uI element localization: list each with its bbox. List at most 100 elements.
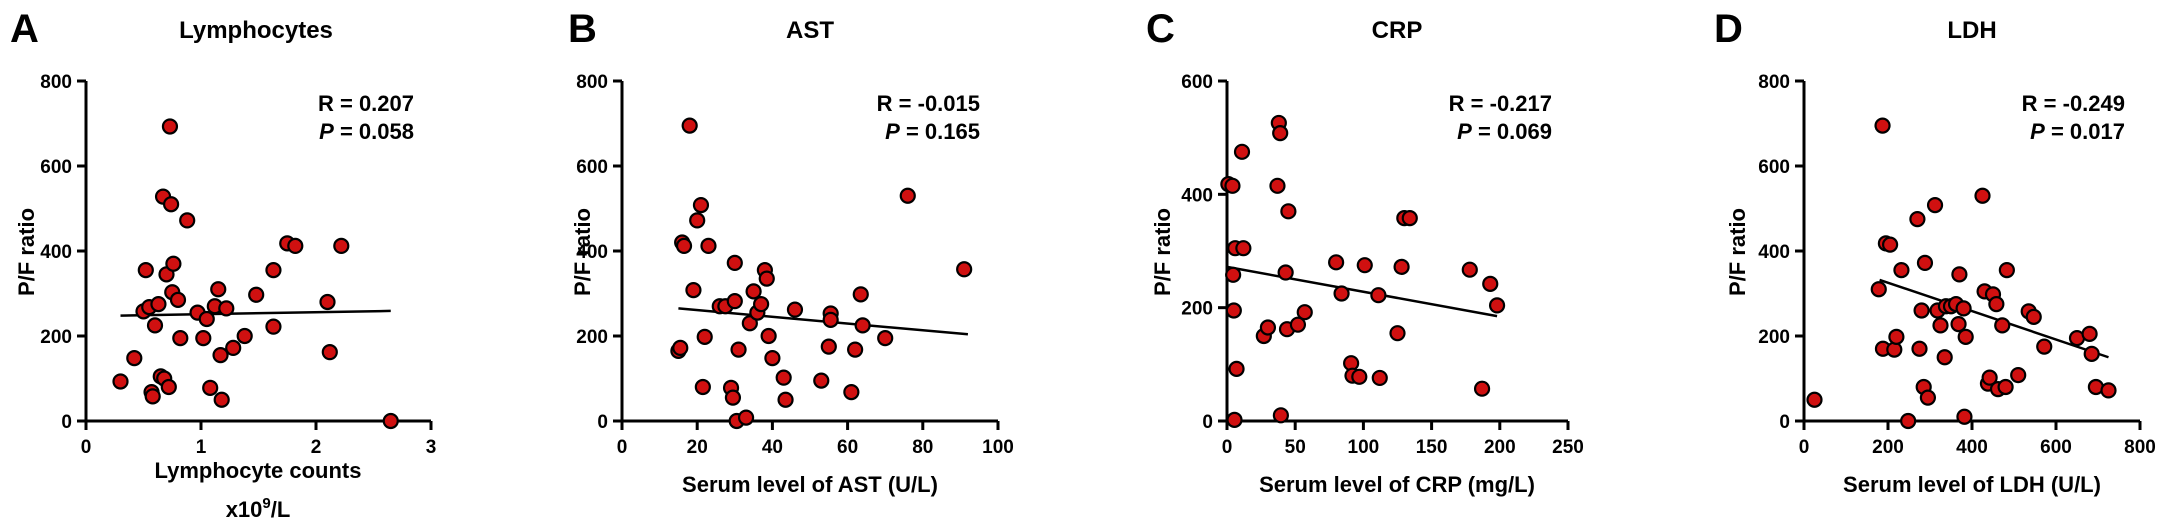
- data-point: [321, 344, 338, 361]
- data-point: [775, 369, 792, 386]
- data-point: [1926, 197, 1944, 214]
- data-point: [672, 339, 689, 356]
- data-point: [675, 237, 693, 254]
- data-point: [2081, 325, 2098, 342]
- y-tick-label: 0: [61, 412, 72, 433]
- data-point: [265, 318, 282, 335]
- data-point: [1919, 389, 1937, 406]
- x-tick-label: 2: [311, 437, 322, 458]
- data-point: [2083, 345, 2100, 362]
- data-point: [2025, 308, 2042, 325]
- y-tick-label: 0: [597, 412, 608, 433]
- r-value: R = -0.015: [877, 91, 980, 116]
- data-point: [265, 262, 282, 279]
- data-point: [112, 373, 129, 390]
- data-point: [1225, 302, 1242, 319]
- data-point: [1957, 328, 1974, 345]
- data-point: [2036, 338, 2053, 355]
- x-tick-label: 40: [762, 437, 783, 458]
- x-tick-label: 0: [617, 437, 628, 458]
- data-point: [685, 282, 702, 299]
- data-point: [1888, 328, 1905, 345]
- panel-title: CRP: [1372, 17, 1423, 44]
- x-tick-label: 400: [1956, 437, 1988, 458]
- data-point: [741, 315, 758, 332]
- x-tick-label: 0: [81, 437, 92, 458]
- y-tick-label: 400: [576, 242, 608, 263]
- data-point: [1951, 266, 1968, 283]
- panel-c: C CRP 0 200 400 600 0 50 100 150 200 250 P/F ratio Se…: [1146, 7, 1584, 497]
- x-tick-label: 100: [1348, 437, 1380, 458]
- y-axis-label: P/F ratio: [1150, 208, 1175, 296]
- y-tick-label: 800: [1758, 72, 1790, 93]
- y-axis-label: P/F ratio: [14, 208, 39, 296]
- data-point: [877, 330, 894, 347]
- data-point: [813, 372, 830, 389]
- data-point: [899, 187, 916, 204]
- data-point: [724, 389, 742, 406]
- p-value: P = 0.017: [2030, 119, 2125, 144]
- y-tick-label: 800: [576, 72, 608, 93]
- data-point: [854, 317, 871, 334]
- data-point: [1333, 285, 1350, 302]
- x-tick-label: 250: [1552, 437, 1584, 458]
- data-point: [225, 339, 242, 356]
- x-tick-label: 60: [837, 437, 858, 458]
- data-point: [160, 378, 177, 396]
- x-tick-label: 150: [1416, 437, 1448, 458]
- p-value: P = 0.058: [319, 119, 414, 144]
- data-point: [777, 391, 794, 408]
- data-point: [764, 350, 781, 367]
- data-point: [169, 291, 187, 308]
- regression-line: [1226, 265, 1498, 318]
- y-tick-label: 400: [1181, 185, 1213, 206]
- panel-letter: C: [1146, 7, 1175, 51]
- data-point: [1870, 281, 1887, 298]
- data-point: [2100, 382, 2117, 399]
- data-point: [692, 197, 710, 214]
- y-tick-label: 200: [1758, 327, 1790, 348]
- x-tick-label: 50: [1285, 437, 1306, 458]
- data-point: [726, 293, 743, 310]
- y-axis-label: P/F ratio: [570, 208, 595, 296]
- data-point: [179, 212, 196, 229]
- y-tick-label: 200: [1181, 299, 1213, 320]
- data-point: [1974, 187, 1991, 204]
- data-point: [1916, 254, 1934, 271]
- data-point: [1874, 117, 1891, 134]
- data-point: [843, 384, 860, 401]
- x-tick-label: 200: [1872, 437, 1904, 458]
- data-point: [1488, 297, 1506, 314]
- data-point: [1393, 258, 1410, 275]
- data-point: [1806, 391, 1823, 408]
- data-point: [144, 388, 161, 405]
- y-tick-label: 600: [1758, 157, 1790, 178]
- data-point: [847, 341, 864, 358]
- x-tick-label: 0: [1222, 437, 1233, 458]
- data-point: [726, 254, 743, 271]
- r-value: R = -0.217: [1449, 91, 1552, 116]
- data-point: [1272, 125, 1289, 142]
- data-point: [1225, 266, 1242, 283]
- data-point: [1280, 203, 1297, 220]
- data-point: [1473, 380, 1491, 397]
- data-point: [1389, 325, 1406, 342]
- data-point: [1909, 211, 1926, 228]
- data-point: [210, 281, 227, 298]
- data-point: [1900, 412, 1917, 430]
- data-point: [1235, 240, 1252, 257]
- data-point: [1296, 304, 1313, 321]
- y-tick-label: 0: [1202, 412, 1213, 433]
- data-point: [1994, 317, 2011, 334]
- data-point: [382, 412, 399, 430]
- data-point: [1886, 341, 1903, 358]
- data-point: [1356, 257, 1373, 274]
- x-tick-label: 100: [982, 437, 1014, 458]
- x-axis-label: Lymphocyte counts: [155, 458, 362, 483]
- data-point: [745, 283, 762, 300]
- data-point: [1224, 177, 1241, 194]
- p-value: P = 0.069: [1457, 119, 1552, 144]
- data-point: [1913, 302, 1930, 319]
- data-point: [195, 330, 212, 347]
